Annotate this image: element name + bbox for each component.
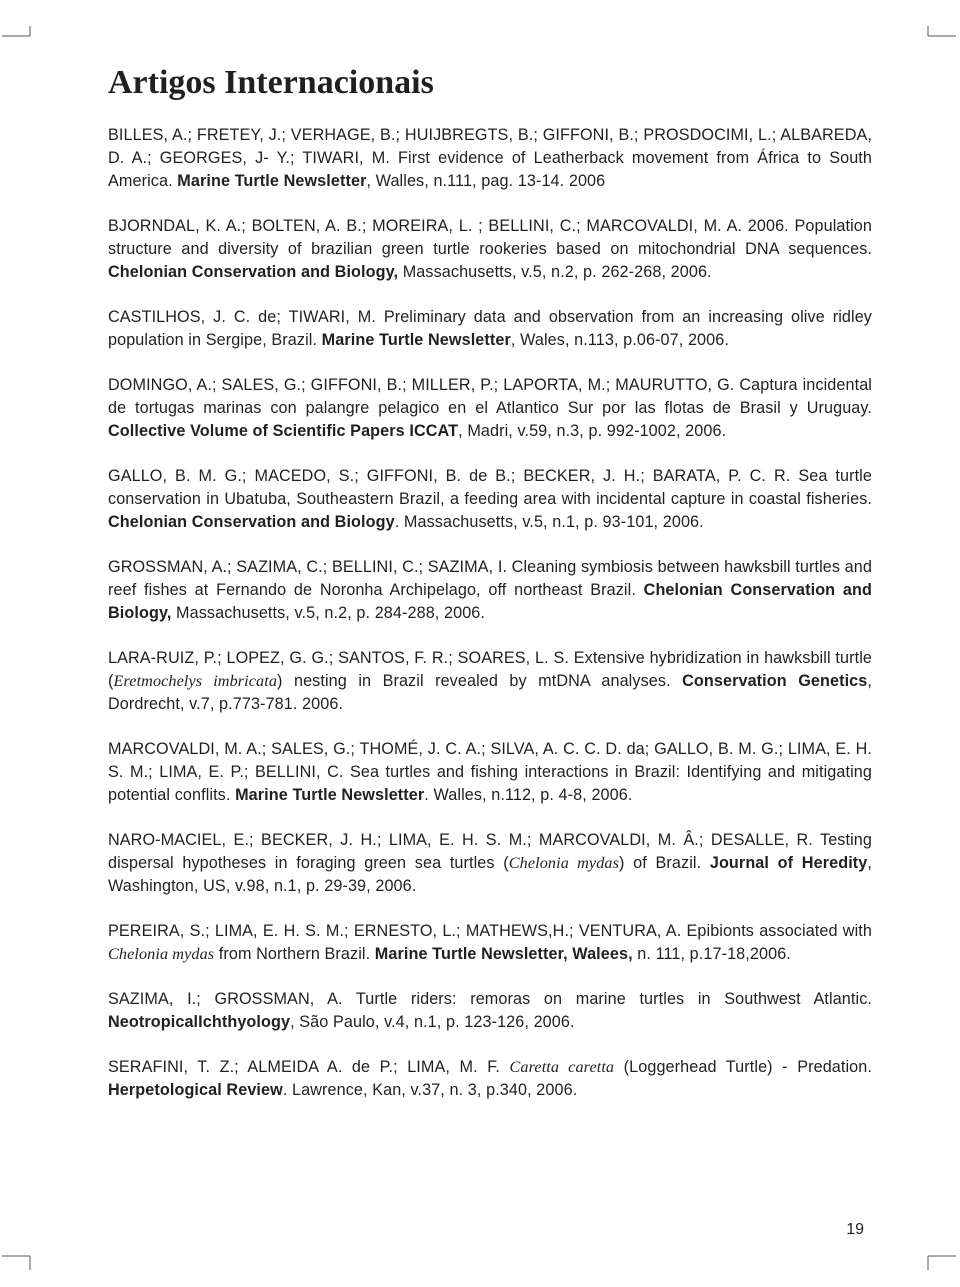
reference-entry: BJORNDAL, K. A.; BOLTEN, A. B.; MOREIRA,… [108, 215, 872, 284]
crop-mark-bottom-right [920, 1250, 956, 1270]
crop-mark-top-left [2, 26, 38, 46]
crop-mark-bottom-left [2, 1250, 38, 1270]
reference-entry: LARA-RUIZ, P.; LOPEZ, G. G.; SANTOS, F. … [108, 647, 872, 716]
reference-entry: SERAFINI, T. Z.; ALMEIDA A. de P.; LIMA,… [108, 1056, 872, 1102]
reference-entry: BILLES, A.; FRETEY, J.; VERHAGE, B.; HUI… [108, 124, 872, 193]
reference-entry: PEREIRA, S.; LIMA, E. H. S. M.; ERNESTO,… [108, 920, 872, 966]
document-page: Artigos Internacionais BILLES, A.; FRETE… [0, 0, 960, 1287]
reference-entry: GROSSMAN, A.; SAZIMA, C.; BELLINI, C.; S… [108, 556, 872, 625]
content-column: Artigos Internacionais BILLES, A.; FRETE… [108, 64, 872, 1124]
reference-list: BILLES, A.; FRETEY, J.; VERHAGE, B.; HUI… [108, 124, 872, 1102]
crop-mark-top-right [920, 26, 956, 46]
reference-entry: SAZIMA, I.; GROSSMAN, A. Turtle riders: … [108, 988, 872, 1034]
reference-entry: DOMINGO, A.; SALES, G.; GIFFONI, B.; MIL… [108, 374, 872, 443]
page-number: 19 [846, 1221, 864, 1239]
reference-entry: GALLO, B. M. G.; MACEDO, S.; GIFFONI, B.… [108, 465, 872, 534]
reference-entry: MARCOVALDI, M. A.; SALES, G.; THOMÉ, J. … [108, 738, 872, 807]
reference-entry: CASTILHOS, J. C. de; TIWARI, M. Prelimin… [108, 306, 872, 352]
section-title: Artigos Internacionais [108, 64, 872, 102]
reference-entry: NARO-MACIEL, E.; BECKER, J. H.; LIMA, E.… [108, 829, 872, 898]
